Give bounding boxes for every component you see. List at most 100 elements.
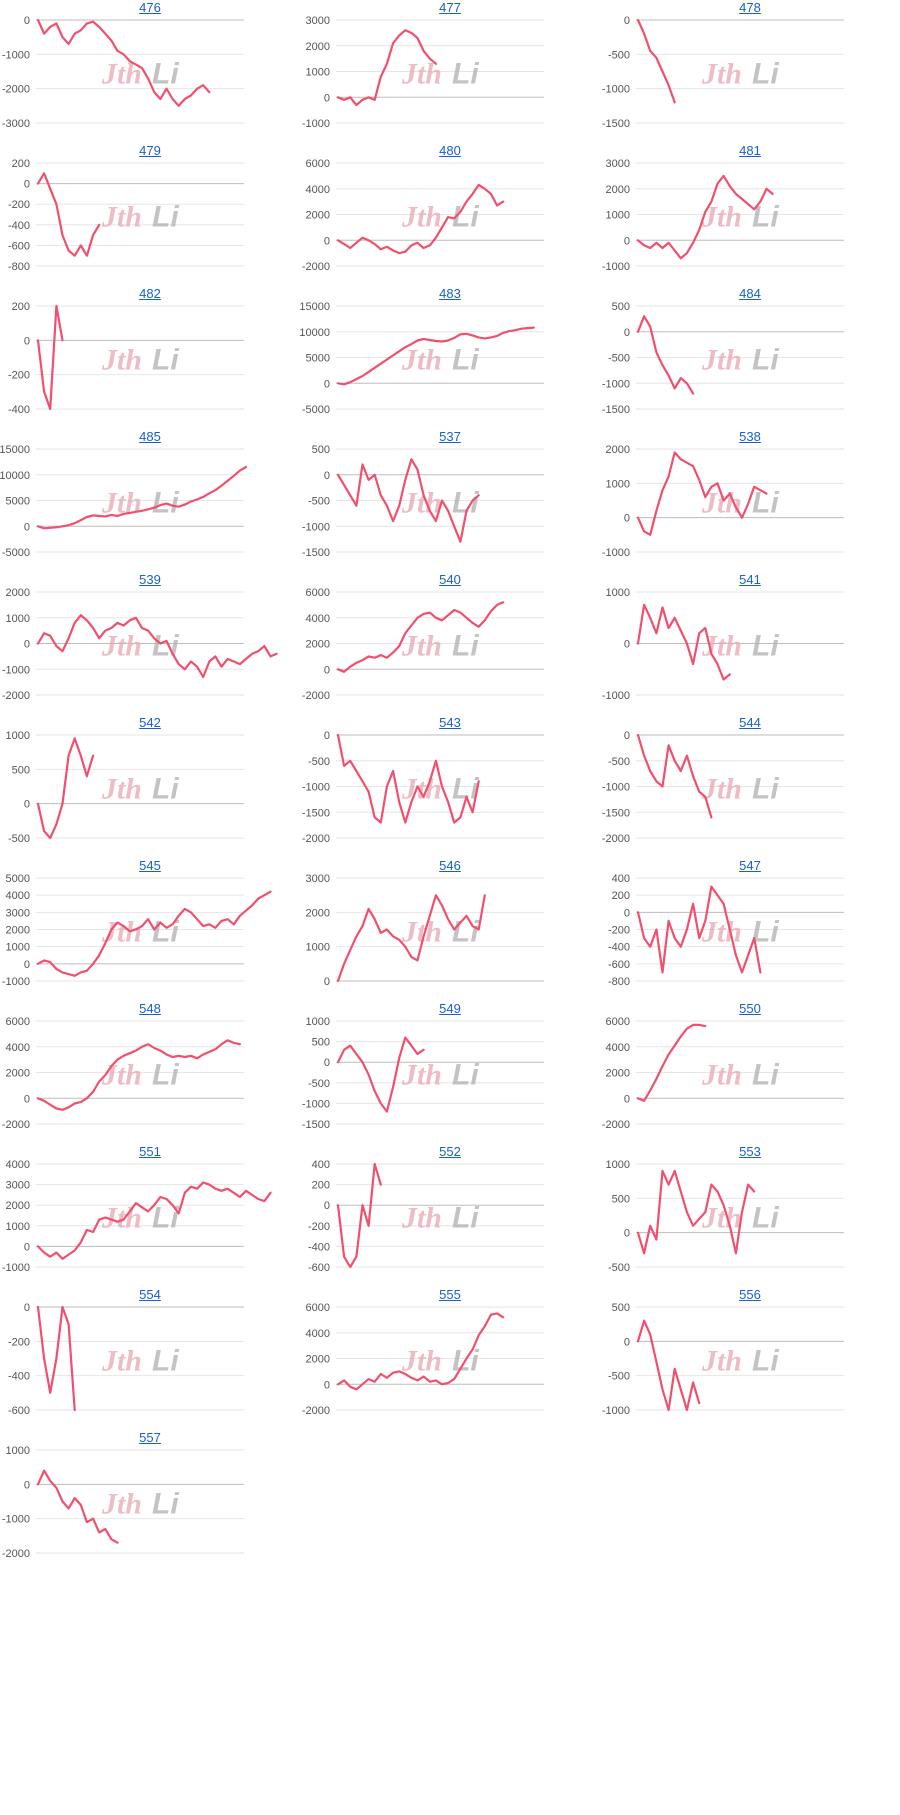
chart-title-link[interactable]: 542 — [139, 715, 161, 730]
watermark-logo-right: Li — [752, 487, 779, 520]
chart-title-link[interactable]: 484 — [739, 286, 761, 301]
chart-title-link[interactable]: 539 — [139, 572, 161, 587]
chart-550: 550 6000 4000 2000 0 -2000 Jth Li — [600, 1001, 900, 1166]
y-tick-label: 0 — [24, 15, 30, 27]
chart-title-link[interactable]: 547 — [739, 858, 761, 873]
chart-title-link[interactable]: 538 — [739, 429, 761, 444]
y-tick-label: 1000 — [306, 1016, 330, 1028]
chart-title-link[interactable]: 556 — [739, 1287, 761, 1302]
y-tick-label: 0 — [324, 976, 330, 988]
chart-svg: 200 0 -200 -400 -600 -800 Jth Li — [8, 158, 244, 273]
watermark-logo-right: Li — [452, 916, 479, 949]
y-tick-label: 0 — [24, 1093, 30, 1105]
chart-title-link[interactable]: 537 — [439, 429, 461, 444]
chart-544: 544 0 -500 -1000 -1500 -2000 Jth Li — [600, 715, 900, 880]
chart-title-link[interactable]: 477 — [439, 0, 461, 15]
watermark-logo-left: Jth — [401, 487, 442, 520]
chart-545: 545 5000 4000 3000 2000 1000 0 -1000 Jth Li — [0, 858, 300, 1023]
y-tick-label: 15000 — [299, 301, 330, 313]
series-line — [36, 1039, 241, 1111]
y-tick-label: 500 — [612, 1193, 630, 1205]
y-tick-label: -1000 — [2, 976, 30, 988]
y-tick-label: 0 — [624, 513, 630, 525]
y-tick-label: 4000 — [6, 1042, 30, 1054]
chart-title-link[interactable]: 540 — [439, 572, 461, 587]
series-line — [36, 465, 248, 530]
chart-svg: 0 -200 -400 -600 Jth Li — [8, 1302, 244, 1417]
watermark-logo-right: Li — [752, 773, 779, 806]
chart-477: 477 3000 2000 1000 0 -1000 Jth Li — [300, 0, 600, 165]
y-tick-label: 10000 — [299, 327, 330, 339]
y-tick-label: 6000 — [6, 1016, 30, 1028]
y-tick-label: 6000 — [306, 587, 330, 599]
y-tick-label: -600 — [8, 240, 30, 252]
y-tick-label: 2000 — [306, 41, 330, 53]
chart-title-link[interactable]: 481 — [739, 143, 761, 158]
y-tick-label: 1000 — [6, 730, 30, 742]
y-tick-label: -1000 — [302, 782, 330, 794]
y-tick-label: 0 — [24, 335, 30, 347]
y-tick-label: 4000 — [306, 613, 330, 625]
y-tick-label: -1000 — [302, 118, 330, 130]
series-line — [336, 1312, 505, 1391]
chart-title-link[interactable]: 485 — [139, 429, 161, 444]
y-tick-label: -1000 — [2, 1262, 30, 1274]
chart-title-link[interactable]: 478 — [739, 0, 761, 15]
chart-title-link[interactable]: 541 — [739, 572, 761, 587]
y-tick-label: 0 — [24, 1302, 30, 1314]
chart-svg: 400 200 0 -200 -400 -600 Jth Li — [308, 1159, 544, 1274]
y-tick-label: 0 — [624, 639, 630, 651]
watermark-logo-left: Jth — [401, 1059, 442, 1092]
series-line — [636, 451, 768, 536]
chart-title-link[interactable]: 543 — [439, 715, 461, 730]
chart-title-link[interactable]: 550 — [739, 1001, 761, 1016]
chart-title-link[interactable]: 551 — [139, 1144, 161, 1159]
y-tick-label: -200 — [8, 199, 30, 211]
watermark-logo-right: Li — [452, 1202, 479, 1235]
chart-title-link[interactable]: 553 — [739, 1144, 761, 1159]
chart-title-link[interactable]: 479 — [139, 143, 161, 158]
y-tick-label: -5000 — [302, 404, 330, 416]
y-tick-label: 4000 — [6, 1159, 30, 1171]
watermark-logo-right: Li — [752, 1059, 779, 1092]
chart-title-link[interactable]: 549 — [439, 1001, 461, 1016]
chart-title-link[interactable]: 480 — [439, 143, 461, 158]
chart-title-link[interactable]: 546 — [439, 858, 461, 873]
watermark-logo-right: Li — [152, 1202, 179, 1235]
chart-title-link[interactable]: 476 — [139, 0, 161, 15]
series-line — [336, 458, 480, 543]
chart-title-link[interactable]: 548 — [139, 1001, 161, 1016]
watermark-logo-left: Jth — [401, 630, 442, 663]
y-tick-label: -1500 — [602, 404, 630, 416]
y-tick-label: -200 — [8, 370, 30, 382]
chart-title-link[interactable]: 555 — [439, 1287, 461, 1302]
chart-title-link[interactable]: 554 — [139, 1287, 161, 1302]
y-tick-label: 2000 — [606, 1068, 630, 1080]
y-tick-label: 2000 — [6, 1068, 30, 1080]
chart-title-link[interactable]: 552 — [439, 1144, 461, 1159]
chart-541: 541 1000 0 -1000 Jth Li — [600, 572, 900, 737]
chart-title-link[interactable]: 545 — [139, 858, 161, 873]
watermark-logo-left: Jth — [101, 630, 142, 663]
y-tick-label: 1000 — [606, 210, 630, 222]
watermark-logo-left: Jth — [701, 344, 742, 377]
chart-title-link[interactable]: 544 — [739, 715, 761, 730]
y-tick-label: 0 — [24, 639, 30, 651]
chart-title-link[interactable]: 557 — [139, 1430, 161, 1445]
chart-title-link[interactable]: 482 — [139, 286, 161, 301]
chart-title-link[interactable]: 483 — [439, 286, 461, 301]
y-tick-label: -600 — [608, 959, 630, 971]
series-line — [36, 614, 278, 679]
y-tick-label: 0 — [24, 179, 30, 191]
y-tick-label: 6000 — [306, 1302, 330, 1314]
y-tick-label: 3000 — [6, 907, 30, 919]
y-tick-label: 2000 — [606, 184, 630, 196]
chart-549: 549 1000 500 0 -500 -1000 -1500 Jth Li — [300, 1001, 600, 1166]
y-tick-label: -400 — [8, 404, 30, 416]
series-line — [36, 18, 211, 107]
y-tick-label: -1000 — [2, 49, 30, 61]
watermark-logo-right: Li — [452, 344, 479, 377]
